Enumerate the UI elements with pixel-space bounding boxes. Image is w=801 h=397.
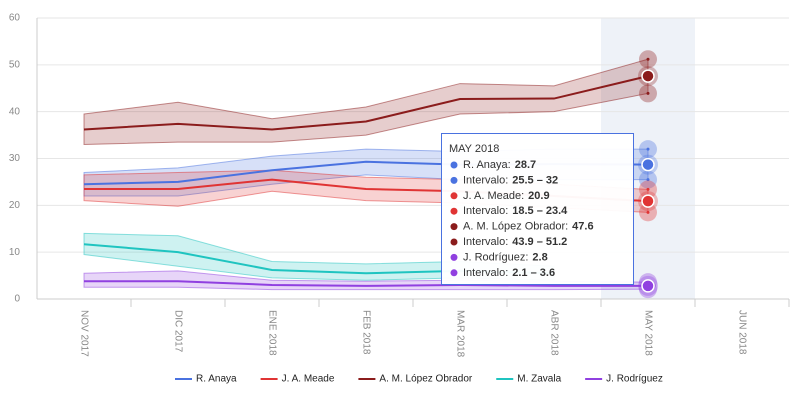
bound-dot (646, 91, 650, 95)
tooltip-title: MAY 2018 (449, 143, 499, 155)
legend-label: J. A. Meade (282, 374, 335, 385)
bound-dot (646, 147, 650, 151)
x-tick-label: MAR 2018 (454, 310, 465, 358)
point (641, 279, 655, 293)
bound-dot (646, 210, 650, 214)
tooltip: MAY 2018 R. Anaya: 28.7 Intervalo: 25.5 – 32… (441, 133, 634, 285)
tooltip-bullet (450, 161, 458, 169)
tooltip-label: Intervalo: (463, 236, 508, 248)
tooltip-row: R. Anaya: 28.7 (463, 159, 536, 171)
point (641, 69, 655, 83)
legend-label: M. Zavala (517, 374, 561, 385)
bound-dot (646, 57, 650, 61)
y-tick-label: 40 (9, 106, 21, 117)
x-tick-label: JUN 2018 (736, 310, 747, 355)
tooltip-row: J. Rodríguez: 2.8 (463, 251, 548, 263)
tooltip-row: Intervalo: 2.1 – 3.6 (463, 267, 555, 279)
x-tick-label: NOV 2017 (78, 310, 89, 357)
tooltip-label: J. A. Meade: (463, 190, 524, 202)
tooltip-value: 20.9 (528, 190, 549, 202)
bound-dot (646, 178, 650, 182)
tooltip-row: A. M. López Obrador: 47.6 (463, 221, 594, 233)
tooltip-row: Intervalo: 43.9 – 51.2 (463, 236, 567, 248)
tooltip-label: J. Rodríguez: (463, 251, 528, 263)
x-tick-label: DIC 2017 (172, 310, 183, 353)
series-line (83, 75, 649, 131)
point (641, 157, 655, 172)
tooltip-bullet (450, 192, 458, 200)
tooltip-row: Intervalo: 25.5 – 32 (463, 174, 558, 186)
tooltip-value: 2.8 (532, 251, 547, 263)
bound-dot (646, 187, 650, 191)
x-tick-label: ENE 2018 (266, 310, 277, 356)
x-tick-label: ABR 2018 (548, 310, 559, 356)
tooltip-value: 25.5 – 32 (512, 174, 558, 186)
series-line (84, 280, 648, 287)
tooltip-label: R. Anaya: (463, 159, 511, 171)
tooltip-label: Intervalo: (463, 174, 508, 186)
tooltip-row: Intervalo: 18.5 – 23.4 (463, 205, 568, 217)
tooltip-value: 2.1 – 3.6 (512, 267, 555, 279)
tooltip-value: 43.9 – 51.2 (512, 236, 567, 248)
tooltip-label: A. M. López Obrador: (463, 221, 568, 233)
tooltip-bullet (450, 269, 458, 277)
x-tick-label: MAY 2018 (642, 310, 653, 356)
legend-label: R. Anaya (196, 374, 237, 385)
x-tick-label: FEB 2018 (360, 310, 371, 355)
legend-label: J. Rodríguez (606, 374, 663, 385)
point (641, 194, 655, 208)
y-tick-label: 60 (9, 13, 21, 24)
tooltip-bullet (450, 238, 458, 246)
tooltip-row: J. A. Meade: 20.9 (463, 190, 550, 202)
tooltip-bullet (450, 176, 458, 184)
tooltip-value: 28.7 (515, 159, 536, 171)
tooltip-value: 18.5 – 23.4 (512, 205, 568, 217)
y-tick-label: 20 (9, 200, 21, 211)
legend-label: A. M. López Obrador (379, 374, 472, 385)
y-tick-label: 0 (14, 294, 20, 305)
y-tick-label: 30 (9, 153, 21, 164)
tooltip-bullet (450, 253, 458, 261)
y-tick-label: 10 (9, 247, 21, 258)
tooltip-label: Intervalo: (463, 267, 508, 279)
tooltip-label: Intervalo: (463, 205, 508, 217)
tooltip-box (441, 133, 634, 285)
y-tick-label: 50 (9, 59, 21, 70)
tooltip-value: 47.6 (572, 221, 593, 233)
tooltip-bullet (450, 207, 458, 215)
tooltip-bullet (450, 223, 458, 231)
confidence-band (83, 58, 649, 145)
